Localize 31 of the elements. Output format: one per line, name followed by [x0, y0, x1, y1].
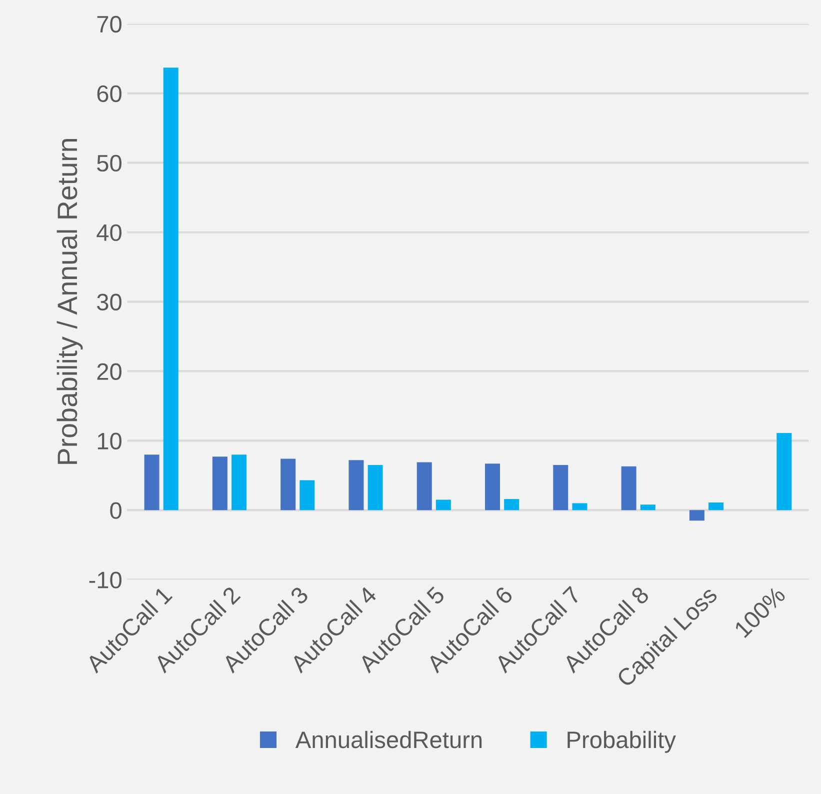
y-axis-title: Probability / Annual Return: [56, 139, 83, 464]
bar: [708, 502, 724, 510]
bar: [144, 454, 160, 510]
bar: [368, 464, 383, 510]
y-tick-label: 60: [97, 85, 122, 102]
bar: [232, 454, 247, 510]
bar: [572, 503, 588, 510]
bar: [280, 458, 296, 510]
bar: [416, 462, 432, 510]
bar: [485, 464, 500, 510]
bar: [553, 464, 568, 510]
bar: [689, 510, 704, 521]
y-tick-label: 10: [98, 432, 122, 450]
y-tick-label: 30: [97, 294, 122, 311]
bar: [348, 460, 364, 510]
legend-label: Probability: [568, 730, 676, 753]
y-tick-label: 0: [110, 502, 122, 519]
bar: [212, 456, 228, 510]
legend-label: AnnualisedReturn: [295, 730, 482, 748]
bar: [436, 500, 451, 510]
bar: [640, 504, 656, 510]
bar: [776, 433, 792, 510]
y-tick-label: 20: [97, 363, 122, 380]
y-tick-label: 40: [96, 224, 122, 242]
bar: [300, 480, 315, 510]
bar: [504, 499, 520, 510]
y-tick-label: 70: [97, 16, 122, 33]
bar: [621, 466, 636, 510]
y-tick-label: 50: [97, 154, 122, 172]
y-tick-label: -10: [89, 572, 122, 588]
bar: [163, 68, 178, 510]
